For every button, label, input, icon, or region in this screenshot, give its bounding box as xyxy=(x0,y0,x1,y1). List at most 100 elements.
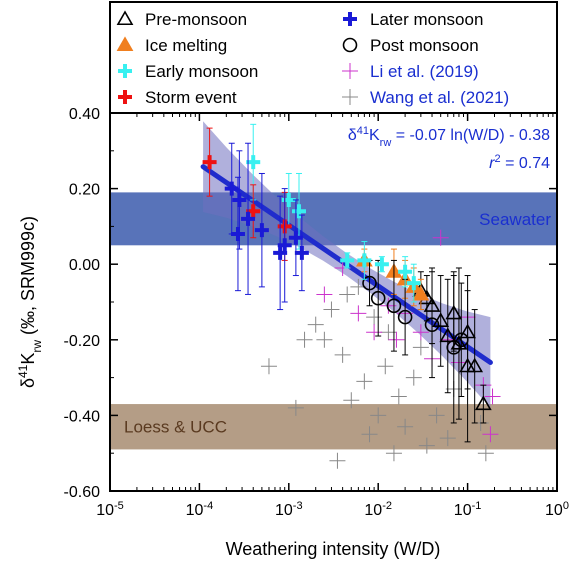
legend-marker-early-monsoon xyxy=(118,64,132,78)
y-axis-rest: (‰, SRM999c) xyxy=(18,216,38,340)
x-tick-exponent: -3 xyxy=(293,500,303,512)
legend-box xyxy=(109,1,558,114)
x-tick-label: 10-3 xyxy=(275,500,303,519)
x-tick-label: 10-1 xyxy=(454,500,482,519)
band-label-seawater: Seawater xyxy=(479,210,551,229)
fit-eq-rest: = -0.07 ln(W/D) - 0.38 xyxy=(391,127,550,144)
data-point-storm-event xyxy=(246,204,261,219)
data-point-later-monsoon xyxy=(288,230,303,245)
data-point-wang-et-al-2021 xyxy=(397,418,414,435)
data-point-wang-et-al-2021 xyxy=(418,437,435,454)
x-tick-base: 10 xyxy=(364,502,382,519)
data-point-later-monsoon xyxy=(224,181,239,196)
y-tick-label: 0.40 xyxy=(69,106,100,123)
y-tick-label: 0.00 xyxy=(69,257,100,274)
x-tick-base: 10 xyxy=(275,502,293,519)
data-point-wang-et-al-2021 xyxy=(477,445,494,462)
data-point-storm-event xyxy=(202,155,217,170)
y-axis-k: K xyxy=(18,353,38,365)
x-tick-base: 10 xyxy=(96,502,114,519)
y-tick-label: 0.20 xyxy=(69,182,100,199)
band-label-loess-ucc: Loess & UCC xyxy=(124,418,227,437)
legend-label-early-monsoon: Early monsoon xyxy=(145,62,258,81)
data-point-li-et-al-2019 xyxy=(316,286,333,303)
data-point-li-et-al-2019 xyxy=(482,426,499,443)
data-point-wang-et-al-2021 xyxy=(428,407,445,424)
data-point-later-monsoon xyxy=(241,211,256,226)
data-point-wang-et-al-2021 xyxy=(390,388,407,405)
legend-item-pre-monsoon: Pre-monsoon xyxy=(116,10,247,29)
legend: Pre-monsoon Ice melting Early monsoon Storm… xyxy=(109,1,558,114)
y-tick-label: -0.40 xyxy=(64,408,101,425)
legend-label-ice-melting: Ice melting xyxy=(145,36,227,55)
y-axis-label: δ41Krw (‰, SRM999c) xyxy=(16,216,44,388)
legend-marker-storm-event xyxy=(118,90,132,104)
data-point-later-monsoon xyxy=(230,226,245,241)
data-point-wang-et-al-2021 xyxy=(361,426,378,443)
series-later-monsoon xyxy=(224,142,309,311)
data-point-li-et-al-2019 xyxy=(350,305,367,322)
data-point-li-et-al-2019 xyxy=(432,229,449,246)
legend-item-early-monsoon: Early monsoon xyxy=(118,62,258,81)
legend-label-wang-et-al-2021: Wang et al. (2021) xyxy=(370,88,509,107)
data-point-pre-monsoon xyxy=(474,395,492,411)
legend-item-later-monsoon: Later monsoon xyxy=(343,10,483,29)
data-point-wang-et-al-2021 xyxy=(377,358,394,375)
data-point-pre-monsoon xyxy=(439,327,457,343)
x-tick-exponent: 0 xyxy=(563,500,569,512)
data-point-wang-et-al-2021 xyxy=(343,392,360,409)
series-early-monsoon xyxy=(246,123,421,303)
legend-marker-li-et-al-2019 xyxy=(342,63,358,79)
legend-item-ice-melting: Ice melting xyxy=(116,36,227,55)
data-point-early-monsoon xyxy=(357,253,372,268)
x-tick-label: 100 xyxy=(545,500,569,519)
data-point-li-et-al-2019 xyxy=(366,324,383,341)
x-axis-label: Weathering intensity (W/D) xyxy=(226,539,441,559)
x-tick-exponent: -1 xyxy=(472,500,482,512)
data-point-post-monsoon xyxy=(397,309,413,325)
data-point-post-monsoon xyxy=(370,290,386,306)
data-point-later-monsoon xyxy=(232,192,247,207)
data-point-post-monsoon xyxy=(386,298,402,314)
data-point-post-monsoon xyxy=(424,317,440,332)
legend-item-li-et-al-2019: Li et al. (2019) xyxy=(342,62,479,81)
data-point-early-monsoon xyxy=(398,264,413,279)
legend-marker-ice-melting xyxy=(116,36,134,52)
axes-ticks: 10-5 10-4 10-3 10-2 10-1 1000.400.200.00-0.20… xyxy=(64,106,569,519)
data-point-post-monsoon xyxy=(453,332,469,348)
data-point-wang-et-al-2021 xyxy=(366,309,383,326)
legend-label-later-monsoon: Later monsoon xyxy=(370,10,483,29)
band-loess-ucc xyxy=(110,404,557,450)
data-point-wang-et-al-2021 xyxy=(356,373,373,390)
legend-marker-later-monsoon xyxy=(343,12,357,26)
y-axis-delta: δ xyxy=(18,378,38,388)
data-point-wang-et-al-2021 xyxy=(307,316,324,333)
x-tick-exponent: -2 xyxy=(382,500,392,512)
data-point-wang-et-al-2021 xyxy=(339,286,356,303)
data-point-wang-et-al-2021 xyxy=(329,452,346,469)
data-point-wang-et-al-2021 xyxy=(323,301,340,318)
data-point-wang-et-al-2021 xyxy=(287,399,304,416)
band-seawater xyxy=(110,192,557,246)
y-tick-label: -0.20 xyxy=(64,333,101,350)
r2-r: r xyxy=(489,155,495,172)
legend-label-storm-event: Storm event xyxy=(145,88,237,107)
fit-eq-sub: rw xyxy=(380,137,392,149)
x-tick-label: 10-2 xyxy=(364,500,392,519)
data-point-early-monsoon xyxy=(291,204,306,219)
series-post-monsoon xyxy=(362,259,469,424)
data-point-early-monsoon xyxy=(246,155,261,170)
x-tick-exponent: -4 xyxy=(203,500,213,512)
data-point-wang-et-al-2021 xyxy=(296,331,313,348)
data-point-ice-melting xyxy=(412,285,430,301)
fit-eq-sup: 41 xyxy=(357,125,369,137)
y-axis-sup: 41 xyxy=(16,364,30,378)
data-point-post-monsoon xyxy=(446,340,462,355)
data-point-post-monsoon xyxy=(362,275,377,291)
legend-label-post-monsoon: Post monsoon xyxy=(370,36,479,55)
data-point-later-monsoon xyxy=(294,245,309,260)
fit-eq-k: K xyxy=(369,127,380,144)
fit-r-squared: r2 = 0.74 xyxy=(489,153,550,172)
data-point-later-monsoon xyxy=(277,238,292,253)
